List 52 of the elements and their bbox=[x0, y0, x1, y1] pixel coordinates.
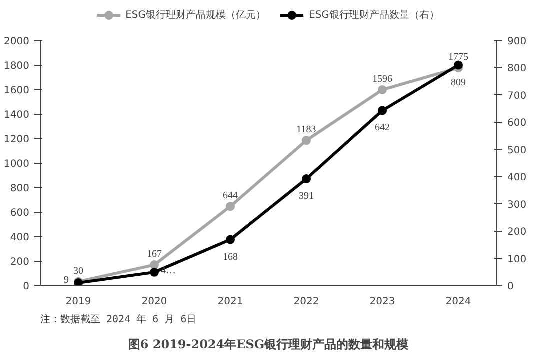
point bbox=[378, 86, 387, 94]
data-label: 168 bbox=[223, 252, 238, 263]
legend-label: ESG银行理财产品数量（右） bbox=[309, 8, 440, 22]
y-tick-label: 600 bbox=[10, 208, 30, 219]
data-label: 391 bbox=[299, 191, 314, 202]
y-tick-label: 1000 bbox=[4, 159, 30, 170]
y2-tick-label: 600 bbox=[508, 118, 527, 130]
x-tick-label: 2023 bbox=[370, 296, 396, 308]
text: 图6 2019-2024年ESG银行理财产品的数量和规模 bbox=[128, 338, 409, 352]
y-tick-label: 1400 bbox=[4, 110, 30, 121]
point bbox=[150, 268, 159, 277]
y-tick-label: 800 bbox=[10, 184, 30, 194]
point bbox=[302, 136, 311, 146]
point bbox=[454, 60, 463, 70]
y2-tick-label: 0 bbox=[508, 282, 514, 292]
x-tick-label: 2022 bbox=[294, 296, 320, 308]
x-tick-label: 2020 bbox=[142, 296, 168, 308]
text: 注：数据截至 2024 年 6 月 6日 bbox=[40, 314, 197, 326]
point bbox=[226, 235, 235, 244]
data-label: 644 bbox=[223, 190, 238, 202]
y-tick-label: 2000 bbox=[4, 36, 30, 48]
legend-label: ESG银行理财产品规模（亿元） bbox=[126, 8, 266, 22]
data-label: 642 bbox=[375, 122, 390, 134]
data-label: 4… bbox=[161, 265, 176, 276]
y-tick-label: 1200 bbox=[4, 134, 30, 146]
y2-tick-label: 800 bbox=[508, 64, 527, 75]
data-label: 1775 bbox=[448, 52, 468, 64]
x-tick-label: 2021 bbox=[218, 296, 244, 308]
y-tick-label: 200 bbox=[10, 257, 30, 268]
y2-tick-label: 700 bbox=[508, 90, 527, 102]
data-label: 1596 bbox=[372, 74, 392, 85]
y-tick-label: 0 bbox=[23, 282, 30, 292]
data-label: 9 bbox=[64, 275, 69, 286]
x-tick-label: 2019 bbox=[66, 296, 92, 308]
point bbox=[302, 174, 311, 184]
y2-tick-label: 500 bbox=[508, 145, 527, 156]
point bbox=[226, 202, 235, 212]
y-tick-label: 400 bbox=[10, 232, 30, 244]
data-label: 1183 bbox=[296, 124, 316, 136]
point bbox=[150, 260, 159, 270]
y2-tick-label: 100 bbox=[508, 254, 527, 266]
data-label: 167 bbox=[147, 249, 162, 260]
point bbox=[378, 106, 387, 116]
data-label: 30 bbox=[74, 266, 84, 277]
y2-tick-label: 300 bbox=[508, 200, 527, 211]
y-tick-label: 1600 bbox=[4, 86, 30, 96]
y-tick-label: 1800 bbox=[4, 61, 30, 72]
y2-tick-label: 400 bbox=[508, 172, 527, 184]
y2-tick-label: 200 bbox=[508, 227, 527, 238]
y2-tick-label: 900 bbox=[508, 36, 527, 48]
data-label: 809 bbox=[451, 77, 466, 88]
x-tick-label: 2024 bbox=[446, 296, 472, 308]
